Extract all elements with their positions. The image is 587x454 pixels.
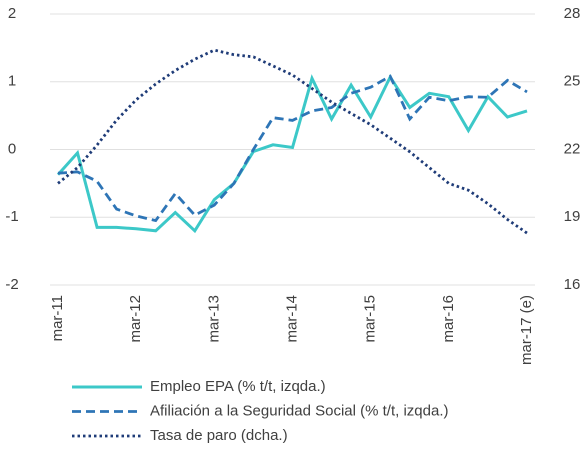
- y-tick-label: -1: [5, 208, 18, 225]
- y-tick-label: 0: [8, 140, 16, 157]
- y2-tick-label: 22: [564, 140, 581, 157]
- series-line: [57, 48, 528, 235]
- y2-tick-label: 19: [564, 208, 581, 225]
- y2-tick-label: 25: [564, 73, 581, 90]
- y2-tick-label: 16: [564, 276, 581, 293]
- legend-label: Afiliación a la Seguridad Social (% t/t,…: [150, 402, 448, 419]
- x-tick-label: mar-15: [362, 295, 379, 343]
- x-tick-label: mar-16: [440, 295, 457, 343]
- y-tick-label: -2: [5, 276, 18, 293]
- x-tick-label: mar-17 (e): [518, 295, 535, 365]
- x-tick-label: mar-13: [205, 295, 222, 343]
- series-line: [56, 73, 528, 234]
- x-tick-label: mar-12: [127, 295, 144, 343]
- x-tick-label: mar-14: [283, 295, 300, 343]
- y-tick-label: 1: [8, 73, 16, 90]
- y2-tick-label: 28: [564, 5, 581, 22]
- legend-label: Empleo EPA (% t/t, izqda.): [150, 378, 326, 395]
- y-tick-label: 2: [8, 5, 16, 22]
- x-tick-label: mar-11: [49, 295, 66, 341]
- series-line: [57, 74, 528, 223]
- legend-label: Tasa de paro (dcha.): [150, 427, 288, 444]
